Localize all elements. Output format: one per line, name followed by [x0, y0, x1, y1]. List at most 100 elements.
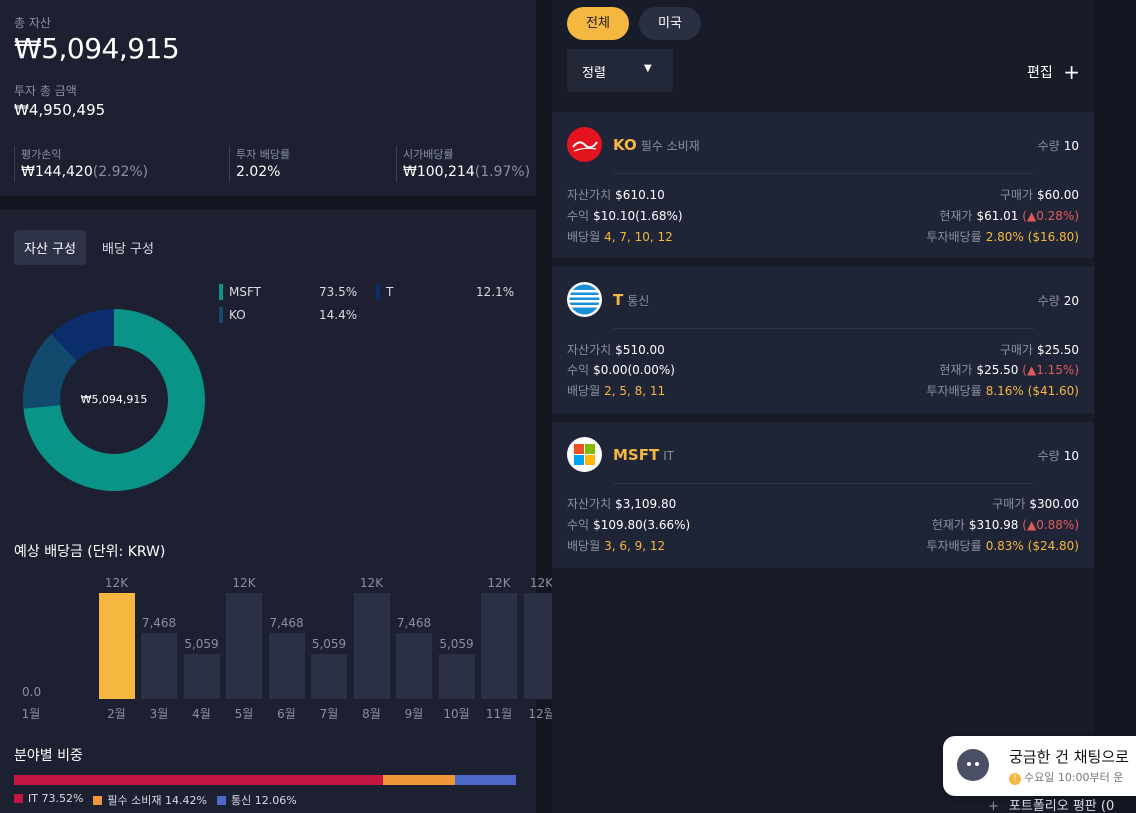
donut-slice-msft[interactable] [23, 309, 206, 491]
portfolio-review-link[interactable]: + 포트폴리오 평판 (0 [988, 795, 1114, 813]
plus-icon: + [988, 799, 999, 813]
metric-sub: (1.97%) [474, 164, 531, 180]
legend-name: KO [229, 308, 246, 322]
month-label: 3월 [149, 707, 169, 721]
sector-stacked-bar [14, 775, 516, 785]
alert-icon: ! [1009, 773, 1021, 785]
holdings-panel: 전체 미국 정렬 ▼ 편집 + KO 필수 소비재 수량 10 자산가치 $610.1… [552, 0, 1094, 813]
sector-name: 필수 소비재 [107, 794, 162, 807]
dividend-bar-label: 5,059 [184, 637, 219, 651]
legend-pct: 73.5% [319, 285, 358, 299]
invest-yield-row: 투자배당률 0.83% ($24.80) [926, 539, 1080, 553]
asset-value-row: 자산가치 $510.00 [567, 343, 665, 357]
tab-dividend-composition[interactable]: 배당 구성 [101, 242, 154, 257]
current-price-row: 현재가 $61.01 (▲0.28%) [939, 209, 1079, 223]
dividend-bar-11[interactable] [481, 593, 517, 699]
divider [613, 483, 1034, 484]
sector-pct: 14.42% [165, 794, 207, 807]
metric-label: 시가배당률 [403, 148, 454, 161]
month-label: 11월 [485, 707, 513, 721]
holding-card-t[interactable]: T 통신 수량 20 자산가치 $510.00 수익 $0.00(0.00%) 배당월 2… [552, 267, 1094, 413]
holding-quantity: 수량 10 [1037, 449, 1079, 463]
month-label: 5월 [234, 707, 254, 721]
holding-card-ko[interactable]: KO 필수 소비재 수량 10 자산가치 $610.10 수익 $10.10(1.68%… [552, 112, 1094, 258]
price-change: 0.88% [1036, 518, 1075, 532]
month-label: 12월 [528, 707, 555, 721]
month-label: 1월 [21, 707, 41, 721]
dividend-bar-4[interactable] [183, 654, 220, 699]
coca-cola-logo-icon [567, 127, 602, 162]
filter-us-button[interactable]: 미국 [639, 7, 701, 40]
sort-dropdown[interactable]: 정렬 ▼ [567, 49, 673, 92]
composition-panel: 자산 구성 배당 구성 MSFT 73.5% T 12.1% KO 14.4% … [0, 210, 560, 813]
dividend-month-row: 배당월 4, 7, 10, 12 [567, 230, 673, 244]
asset-summary-panel: 총 자산 ₩5,094,915 투자 총 금액 ₩4,950,495 평가손익 … [0, 0, 536, 196]
chat-support-widget[interactable]: 궁금한 건 채팅으로 ! 수요일 10:00부터 운 [943, 736, 1136, 796]
dividend-bar-3[interactable] [141, 633, 177, 699]
invest-yield-row: 투자배당률 8.16% ($41.60) [926, 384, 1080, 398]
metric-label: 투자 배당률 [236, 148, 291, 161]
buy-price-row: 구매가 $25.50 [999, 343, 1079, 357]
holding-ticker: KO 필수 소비재 [613, 136, 700, 154]
dividend-bar-10[interactable] [438, 654, 475, 699]
profit-row: 수익 $10.10(1.68%) [567, 209, 683, 223]
month-label: 4월 [192, 707, 211, 721]
dividend-bar-2[interactable] [98, 593, 135, 699]
holding-ticker: T 통신 [613, 291, 650, 309]
dividend-bar-label: 7,468 [269, 616, 304, 630]
current-price-row: 현재가 $25.50 (▲1.15%) [939, 363, 1079, 377]
invested-label: 투자 총 금액 [14, 84, 77, 98]
dividend-bar-label: 12K [487, 576, 511, 590]
composition-tabs: 자산 구성 배당 구성 [14, 230, 164, 265]
dividend-bar-9[interactable] [396, 633, 432, 699]
dividend-chart-title: 예상 배당금 (단위: KRW) [14, 544, 166, 560]
month-label: 2월 [107, 707, 126, 721]
total-assets-label: 총 자산 [14, 16, 51, 30]
chat-subtitle: ! 수요일 10:00부터 운 [1009, 769, 1123, 785]
sector-segment [455, 775, 516, 785]
dividend-month-row: 배당월 3, 6, 9, 12 [567, 539, 666, 553]
holding-card-msft[interactable]: MSFT IT 수량 10 자산가치 $3,109.80 수익 $109.80(3.66… [552, 422, 1094, 568]
legend-swatch [219, 284, 223, 300]
buy-price-row: 구매가 $300.00 [992, 497, 1079, 511]
legend-pct: 12.1% [476, 285, 515, 299]
legend-swatch [219, 307, 223, 323]
invest-yield-row: 투자배당률 2.80% ($16.80) [926, 230, 1080, 244]
metric-value: 2.02% [236, 164, 281, 180]
edit-label: 편집 [1027, 65, 1053, 81]
divider [613, 173, 1034, 174]
filter-all-button[interactable]: 전체 [567, 7, 629, 40]
dividend-bar-label: 12K [359, 576, 384, 590]
dividend-bar-8[interactable] [353, 593, 390, 699]
month-label: 9월 [404, 707, 424, 721]
sector-pct: 73.52% [41, 792, 84, 805]
dividend-bar-7[interactable] [311, 654, 347, 699]
att-globe-logo-icon [567, 282, 602, 317]
donut-slice-ko[interactable] [22, 334, 77, 409]
legend-pct: 14.4% [319, 308, 358, 322]
dividend-bar-label: 12K [104, 576, 129, 590]
plus-icon[interactable]: + [1063, 60, 1080, 84]
sector-segment [14, 775, 384, 785]
dividend-bar-label: 12K [232, 576, 256, 590]
sector-swatch [93, 796, 103, 805]
donut-slice-t[interactable] [51, 309, 114, 361]
dividend-bar-label: 12K [529, 576, 554, 590]
profit-row: 수익 $0.00(0.00%) [567, 363, 675, 377]
asset-donut-chart: ₩5,094,915 [22, 309, 206, 491]
sector-swatch [14, 794, 23, 803]
tab-asset-composition[interactable]: 자산 구성 [14, 230, 86, 265]
sector-segment [383, 775, 456, 785]
dividend-bar-chart: 0.0 1월 12K 2월 7,468 3월 5,059 4월 12K 5월 7,468 6월 5,0… [14, 570, 560, 730]
edit-button[interactable]: 편집 + [1027, 60, 1080, 84]
buy-price-row: 구매가 $60.00 [999, 188, 1079, 202]
dividend-bar-6[interactable] [268, 633, 305, 699]
metric-label: 평가손익 [21, 148, 62, 161]
holding-quantity: 수량 20 [1037, 294, 1079, 308]
microsoft-logo-icon [567, 437, 602, 472]
dividend-bar-5[interactable] [226, 593, 262, 699]
sector-legend: IT 73.52% 필수 소비재 14.42% 통신 12.06% [14, 792, 297, 808]
holding-sector: 통신 [627, 294, 650, 308]
divider [613, 328, 1034, 329]
sort-label: 정렬 [582, 66, 606, 81]
